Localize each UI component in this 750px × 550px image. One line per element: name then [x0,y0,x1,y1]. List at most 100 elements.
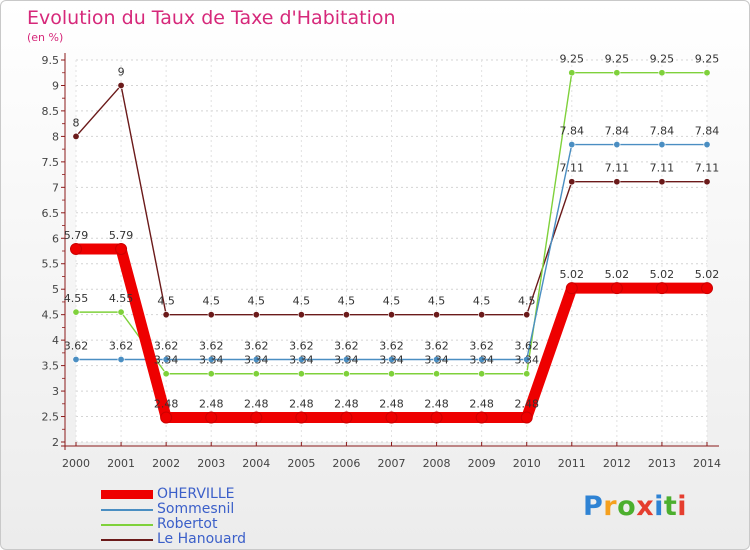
data-label: 2.48 [514,398,539,411]
logo-letter: r [603,491,618,522]
x-tick-label: 2011 [558,457,586,470]
data-point [72,355,80,363]
data-point [115,242,128,255]
y-tick-label: 9 [52,79,59,92]
data-label: 3.34 [469,354,494,367]
y-tick-label: 8.5 [42,105,60,118]
data-label: 7.11 [560,162,585,175]
data-label: 7.84 [650,125,675,138]
data-point [252,355,260,363]
data-point [162,370,170,378]
x-tick-label: 2004 [242,457,270,470]
y-tick-label: 6.5 [42,207,60,220]
data-point [252,370,260,378]
data-label: 5.02 [695,268,720,281]
x-tick-label: 2012 [603,457,631,470]
data-point [297,311,305,319]
data-point [703,141,711,149]
data-label: 3.62 [199,339,224,352]
legend-swatch [101,509,153,511]
y-tick-label: 4.5 [42,309,60,322]
data-point [387,311,395,319]
data-label: 3.34 [199,354,224,367]
data-point [478,370,486,378]
data-point [72,132,80,140]
data-label: 4.5 [428,295,446,308]
data-label: 2.48 [199,398,224,411]
data-point [297,370,305,378]
proxiti-logo: Proxiti [583,491,687,522]
data-label: 7.84 [695,125,720,138]
data-label: 2.48 [244,398,269,411]
data-point [342,311,350,319]
data-label: 3.62 [424,339,449,352]
data-point [520,411,533,424]
legend-swatch [101,490,153,499]
data-point [478,311,486,319]
data-point [295,411,308,424]
data-label: 4.5 [248,295,266,308]
data-label: 7.11 [605,162,630,175]
data-label: 5.02 [605,268,630,281]
data-label: 3.34 [379,354,404,367]
data-point [387,355,395,363]
data-point [162,311,170,319]
data-label: 4.5 [338,295,356,308]
x-tick-label: 2008 [423,457,451,470]
data-label: 2.48 [424,398,449,411]
data-point [655,282,668,295]
data-label: 2.48 [154,398,179,411]
y-tick-label: 6 [52,232,59,245]
data-point [523,311,531,319]
data-point [658,141,666,149]
data-point [568,141,576,149]
x-tick-label: 2006 [332,457,360,470]
data-label: 3.62 [244,339,269,352]
data-point [340,411,353,424]
data-point [433,355,441,363]
logo-letter: o [617,491,637,522]
data-label: 3.62 [154,339,179,352]
data-point [523,370,531,378]
logo-letter: i [677,491,688,522]
data-point [478,355,486,363]
data-point [433,311,441,319]
x-tick-label: 2003 [197,457,225,470]
data-point [207,355,215,363]
y-tick-label: 2 [52,436,59,449]
x-tick-label: 2002 [152,457,180,470]
x-tick-label: 2010 [513,457,541,470]
data-point [250,411,263,424]
data-label: 2.48 [379,398,404,411]
x-tick-label: 2007 [378,457,406,470]
data-label: 3.62 [289,339,314,352]
data-point [205,411,218,424]
x-tick-label: 2005 [287,457,315,470]
logo-letter: i [654,491,664,522]
y-tick-label: 2.5 [42,411,60,424]
data-label: 3.62 [109,339,134,352]
data-point [70,242,82,255]
data-label: 2.48 [334,398,359,411]
chart-title: Evolution du Taux de Taxe d'Habitation [27,7,396,29]
data-point [160,411,173,424]
data-point [430,411,443,424]
data-point [252,311,260,319]
data-label: 7.11 [695,162,720,175]
data-label: 5.02 [650,268,675,281]
y-tick-label: 3.5 [42,360,60,373]
data-point [117,81,125,89]
x-tick-label: 2013 [648,457,676,470]
data-label: 3.34 [244,354,269,367]
y-tick-label: 5 [52,283,59,296]
data-label: 7.84 [560,125,585,138]
data-label: 5.02 [560,268,585,281]
data-point [523,355,531,363]
x-tick-label: 2000 [62,457,90,470]
data-point [207,311,215,319]
data-label: 3.62 [64,339,89,352]
data-point [568,178,576,186]
data-label: 5.79 [64,229,89,242]
data-label: 3.34 [514,354,539,367]
